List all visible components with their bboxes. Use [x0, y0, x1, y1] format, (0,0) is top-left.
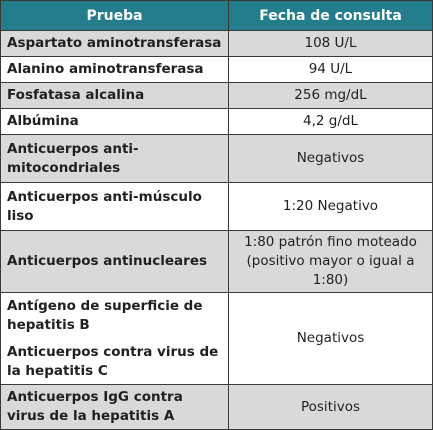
table-row: Fosfatasa alcalina 256 mg/dL [0, 82, 433, 109]
result-cell: 108 U/L [228, 30, 433, 57]
test-cell: Anticuerpos anti-mitocondriales [0, 134, 229, 183]
test-cell: Aspartato aminotransferasa [0, 30, 229, 57]
result-cell: 4,2 g/dL [228, 108, 433, 135]
table-row: Antígeno de superficie de hepatitis B Ant… [0, 292, 433, 385]
test-cell: Anticuerpos anti-músculo liso [0, 182, 229, 231]
result-cell: 1:80 patrón fino moteado (positivo mayor… [228, 230, 433, 293]
header-cell: Fecha de consulta [228, 0, 433, 31]
result-cell: 1:20 Negativo [228, 182, 433, 231]
table-body: Aspartato aminotransferasa 108 U/L Alanino… [0, 30, 433, 430]
table-row: Albúmina 4,2 g/dL [0, 108, 433, 135]
table-row: Anticuerpos anti-músculo liso 1:20 Negati… [0, 182, 433, 231]
result-cell: Positivos [228, 384, 433, 430]
test-name: Antígeno de superficie de hepatitis B [7, 297, 203, 333]
result-cell: 94 U/L [228, 56, 433, 83]
test-cell: Alanino aminotransferasa [0, 56, 229, 83]
table-row: Anticuerpos antinucleares 1:80 patrón fin… [0, 230, 433, 293]
table-row: Anticuerpos IgG contra virus de la hepat… [0, 384, 433, 430]
result-cell: Negativos [228, 134, 433, 183]
test-name: Anticuerpos contra virus de la hepatitis… [7, 343, 219, 379]
test-cell: Antígeno de superficie de hepatitis B Ant… [0, 292, 229, 385]
table-row: Aspartato aminotransferasa 108 U/L [0, 30, 433, 57]
test-cell: Anticuerpos IgG contra virus de la hepat… [0, 384, 229, 430]
test-cell: Fosfatasa alcalina [0, 82, 229, 109]
test-cell: Anticuerpos antinucleares [0, 230, 229, 293]
table-row: Anticuerpos anti-mitocondriales Negativos [0, 134, 433, 183]
header-row: Prueba Fecha de consulta [0, 0, 433, 31]
table-row: Alanino aminotransferasa 94 U/L [0, 56, 433, 83]
test-cell: Albúmina [0, 108, 229, 135]
result-cell: Negativos [228, 292, 433, 385]
result-cell: 256 mg/dL [228, 82, 433, 109]
header-cell: Prueba [0, 0, 229, 31]
